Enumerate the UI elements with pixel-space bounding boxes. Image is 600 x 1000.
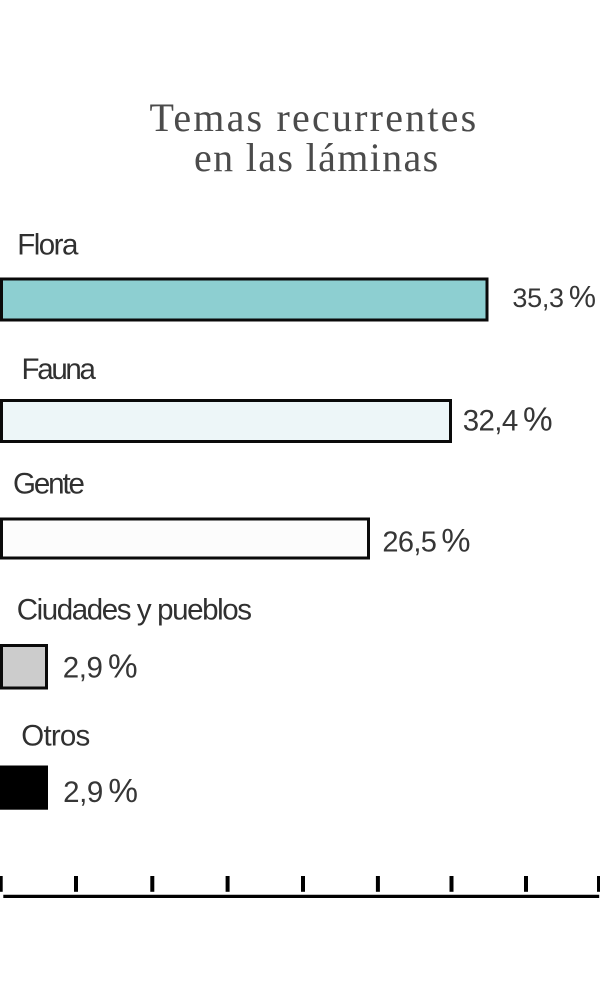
svg-text:Flora: Flora — [17, 229, 79, 262]
svg-text:Ciudades y pueblos: Ciudades y pueblos — [17, 593, 252, 626]
svg-text:2,9 %: 2,9 % — [63, 648, 138, 685]
svg-text:35,3 %: 35,3 % — [512, 280, 595, 314]
svg-text:Fauna: Fauna — [22, 353, 97, 386]
svg-text:en las láminas: en las láminas — [194, 135, 440, 180]
svg-text:26,5 %: 26,5 % — [382, 522, 469, 559]
svg-text:32,4 %: 32,4 % — [463, 401, 552, 438]
svg-text:Otros: Otros — [21, 720, 89, 753]
svg-text:2,9 %: 2,9 % — [63, 773, 138, 810]
svg-text:Gente: Gente — [13, 468, 85, 501]
svg-text:Temas recurrentes: Temas recurrentes — [150, 95, 479, 140]
